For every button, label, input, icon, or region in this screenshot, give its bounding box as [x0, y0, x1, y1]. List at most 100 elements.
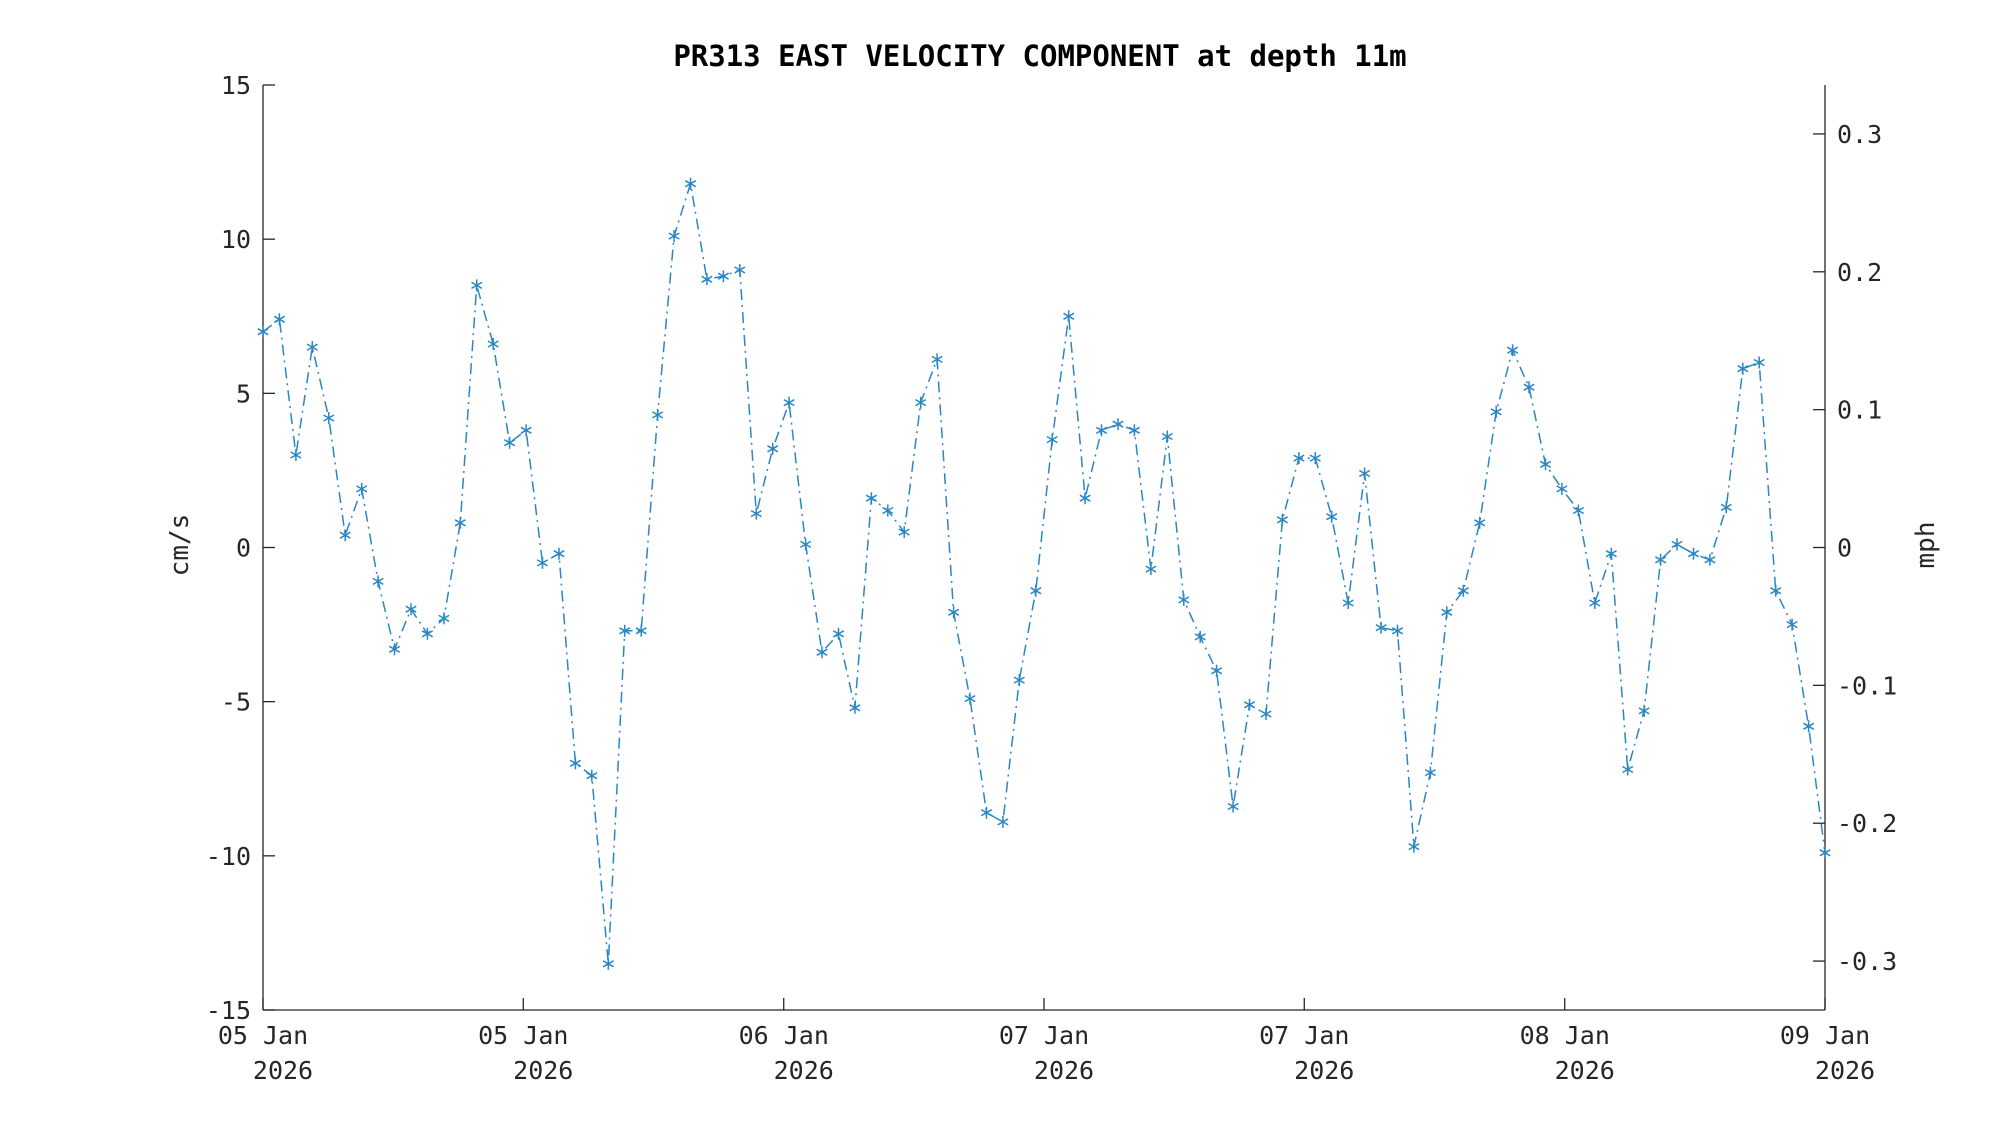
- data-point: [1046, 433, 1058, 446]
- data-point: [1424, 766, 1436, 779]
- data-point: [701, 273, 713, 286]
- asterisk-marker: [1720, 501, 1732, 514]
- data-point: [684, 177, 697, 190]
- data-point: [1441, 606, 1453, 619]
- asterisk-marker: [1128, 424, 1140, 437]
- y-tick-label-left: 10: [221, 225, 251, 254]
- y-tick-label-right: 0: [1837, 534, 1852, 563]
- asterisk-marker: [520, 424, 532, 437]
- data-point: [964, 692, 976, 705]
- data-point: [1605, 547, 1617, 560]
- asterisk-marker: [1391, 624, 1404, 637]
- data-point: [717, 270, 729, 283]
- data-point: [487, 338, 499, 350]
- data-point: [1737, 362, 1749, 375]
- x-tick-label-year: 2026: [513, 1056, 573, 1085]
- asterisk-marker: [1178, 593, 1190, 606]
- asterisk-marker: [619, 624, 631, 637]
- asterisk-marker: [1046, 433, 1058, 446]
- data-point: [652, 408, 664, 421]
- asterisk-marker: [1704, 553, 1716, 566]
- y-tick-label-right: 0.1: [1837, 396, 1882, 425]
- asterisk-marker: [931, 353, 943, 366]
- data-point: [1079, 492, 1091, 505]
- data-point: [339, 529, 351, 542]
- asterisk-marker: [1507, 344, 1519, 357]
- data-point: [306, 341, 318, 354]
- data-point: [553, 547, 565, 560]
- asterisk-marker: [1276, 513, 1288, 526]
- data-point: [882, 504, 894, 517]
- data-point: [816, 646, 828, 659]
- data-point: [1375, 621, 1387, 634]
- data-point: [586, 769, 598, 782]
- asterisk-marker: [1753, 356, 1765, 369]
- x-tick-label-date: 05 Jan: [218, 1021, 308, 1050]
- data-point: [1770, 584, 1782, 597]
- data-point: [767, 442, 779, 455]
- x-tick-label-year: 2026: [774, 1056, 834, 1085]
- asterisk-marker: [1523, 381, 1535, 394]
- data-point: [454, 516, 466, 529]
- asterisk-marker: [652, 408, 664, 421]
- asterisk-marker: [701, 273, 713, 286]
- y-tick-label-left: -5: [221, 688, 251, 717]
- asterisk-marker: [1424, 766, 1436, 779]
- y-tick-label-left: 15: [221, 71, 251, 100]
- asterisk-marker: [865, 492, 877, 505]
- y-tick-label-left: 0: [236, 534, 251, 563]
- data-point: [635, 624, 647, 637]
- asterisk-marker: [1770, 584, 1782, 597]
- data-point: [1260, 708, 1272, 720]
- asterisk-marker: [388, 643, 401, 656]
- data-point: [948, 606, 960, 619]
- x-tick-label-date: 08 Jan: [1520, 1021, 1610, 1050]
- asterisk-marker: [438, 612, 450, 625]
- y-tick-label-right: -0.3: [1837, 947, 1897, 976]
- data-point: [1655, 553, 1667, 566]
- asterisk-marker: [569, 757, 581, 770]
- x-tick-label-year: 2026: [1294, 1056, 1354, 1085]
- asterisk-marker: [1293, 452, 1305, 465]
- asterisk-marker: [306, 341, 318, 354]
- asterisk-marker: [1803, 720, 1815, 733]
- asterisk-marker: [372, 575, 384, 588]
- asterisk-marker: [471, 279, 483, 292]
- data-point: [1161, 430, 1173, 443]
- asterisk-marker: [356, 482, 368, 495]
- data-point: [1309, 452, 1321, 465]
- data-point: [1720, 501, 1732, 514]
- data-point: [1490, 405, 1502, 418]
- asterisk-marker: [1786, 618, 1798, 631]
- asterisk-marker: [257, 325, 269, 338]
- asterisk-marker: [1572, 504, 1584, 517]
- data-point: [1276, 513, 1288, 526]
- data-point: [438, 612, 450, 625]
- data-point: [520, 424, 532, 437]
- data-point: [1704, 553, 1716, 566]
- data-point: [569, 757, 581, 770]
- data-point: [915, 396, 927, 409]
- asterisk-marker: [1260, 708, 1272, 720]
- asterisk-marker: [1441, 606, 1453, 619]
- data-point: [1474, 516, 1486, 529]
- asterisk-marker: [1243, 698, 1256, 711]
- asterisk-marker: [849, 701, 861, 714]
- data-point: [1243, 698, 1256, 711]
- asterisk-marker: [635, 624, 647, 637]
- y-tick-label-right: -0.1: [1837, 671, 1897, 700]
- x-tick-label-date: 06 Jan: [739, 1021, 829, 1050]
- data-point: [290, 449, 302, 461]
- asterisk-marker: [1211, 664, 1223, 677]
- x-tick-label-date: 09 Jan: [1780, 1021, 1870, 1050]
- data-point: [1112, 418, 1124, 431]
- data-point: [602, 957, 614, 970]
- data-point: [1030, 584, 1042, 597]
- asterisk-marker: [1819, 846, 1831, 859]
- x-tick-label-date: 07 Jan: [999, 1021, 1089, 1050]
- data-point: [898, 526, 910, 539]
- asterisk-marker: [1161, 430, 1173, 443]
- asterisk-marker: [1671, 538, 1683, 551]
- data-point: [1128, 424, 1140, 437]
- data-point: [372, 575, 384, 588]
